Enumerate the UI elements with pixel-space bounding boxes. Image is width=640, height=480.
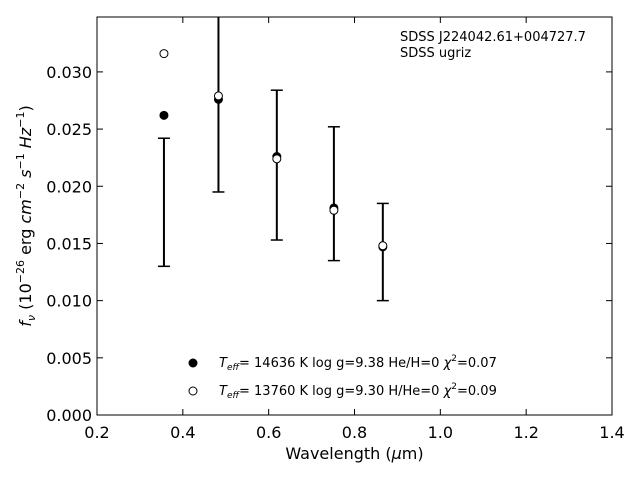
data-point-filled [159,110,169,120]
x-axis-label-text: m) [402,444,424,463]
legend-label-text: =0.09 [457,384,497,399]
y-axis-label-subscript: ν [25,315,38,321]
legend-label-subscript: eff [227,363,241,373]
x-tick-label: 1.4 [599,423,624,442]
x-axis-label-symbol: μ [391,444,402,463]
x-tick-label: 0.4 [170,423,195,442]
legend-label-text: T [219,384,228,399]
legend: Teff= 14636 K log g=9.38 He/H=0 χ2=0.07T… [188,354,497,401]
legend-label-text: =0.07 [457,356,497,371]
y-axis-label-text: f [16,319,35,327]
y-tick-label: 0.005 [46,349,92,368]
x-axis-label: Wavelength (μm) [285,444,423,463]
legend-label-text: = 13760 K log g=9.30 H/He=0 [239,384,444,399]
y-axis-label: fν (10−26 erg cm−2 s−1 Hz−1) [14,105,38,326]
x-tick-label: 1.0 [428,423,453,442]
legend-marker-filled [188,358,198,368]
legend-label-text: T [219,356,228,371]
axes: 0.2 0.4 0.6 0.8 1.0 1.2 1.4 0.000 0.005 0.010 0.01… [14,16,625,463]
error-bars [157,17,389,302]
y-axis-label-superscript: −2 [14,183,27,199]
annotation-text: SDSS ugriz [400,46,471,61]
y-axis-label-text: Hz [16,127,35,153]
legend-label-subscript: eff [227,391,241,401]
x-tick-label: 0.8 [342,423,367,442]
annotation-text: SDSS J224042.61+004727.7 [400,30,586,45]
legend-marker-open [188,386,198,396]
y-axis-label-superscript: −1 [14,112,27,128]
data-point-open [272,154,282,164]
data-point-open [213,91,223,101]
data-point-open [159,49,169,59]
y-tick-label: 0.010 [46,292,92,311]
y-tick-label: 0.015 [46,234,92,253]
y-axis-label-text: erg [16,224,35,260]
y-axis-label-text: s [16,170,35,183]
y-axis-label-text: (10 [16,283,35,315]
data-point-open [329,205,339,215]
y-axis-label-superscript: −26 [14,260,27,283]
legend-label-text: χ [443,356,453,371]
y-axis-label-superscript: −1 [14,153,27,169]
legend-label: Teff= 13760 K log g=9.30 H/He=0 χ2=0.09 [219,382,497,401]
legend-label-superscript: 2 [451,382,457,392]
y-tick-label: 0.000 [46,406,92,425]
y-tick-label: 0.025 [46,120,92,139]
legend-label: Teff= 14636 K log g=9.38 He/H=0 χ2=0.07 [219,354,497,373]
x-axis-label-text: Wavelength ( [285,444,391,463]
data-point-open [378,241,388,251]
y-tick-label: 0.020 [46,177,92,196]
x-tick-label: 1.2 [513,423,538,442]
data-markers [159,49,388,252]
legend-label-superscript: 2 [451,354,457,364]
x-tick-label: 0.6 [256,423,281,442]
legend-label-text: χ [443,384,453,399]
x-tick-label: 0.2 [84,423,109,442]
y-axis-label-text: cm [16,199,35,223]
legend-label-text: = 14636 K log g=9.38 He/H=0 [239,356,444,371]
y-axis-label-text: ) [16,105,35,111]
y-tick-label: 0.030 [46,63,92,82]
